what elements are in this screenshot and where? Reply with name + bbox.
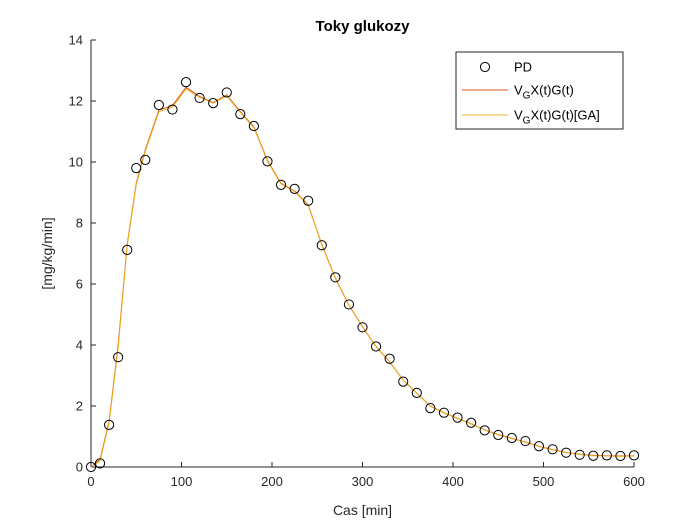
y-tick-label: 2 xyxy=(76,399,83,414)
y-axis-label: [mg/kg/min] xyxy=(39,217,55,289)
y-tick-label: 12 xyxy=(69,94,83,109)
data-point-pd xyxy=(533,441,545,452)
series-line-ga xyxy=(90,88,635,468)
legend: PD VGX(t)G(t) VGX(t)G(t)[GA] xyxy=(455,51,624,130)
x-tick-label: 100 xyxy=(171,474,193,489)
data-point-pd xyxy=(588,450,599,461)
x-axis-label: Cas [min] xyxy=(333,502,392,518)
data-point-pd xyxy=(180,76,192,88)
data-point-pd xyxy=(452,412,463,423)
data-point-pd xyxy=(520,435,531,447)
data-point-pd xyxy=(122,244,133,255)
data-point-pd xyxy=(140,154,151,165)
data-point-pd xyxy=(85,461,97,473)
data-point-pd xyxy=(479,425,490,436)
data-point-pd xyxy=(506,432,517,444)
x-tick-label: 600 xyxy=(623,474,645,489)
data-point-pd xyxy=(262,156,273,167)
data-point-pd xyxy=(343,299,355,310)
data-point-pd xyxy=(330,272,341,283)
legend-entry-label: VGX(t)G(t) xyxy=(514,83,574,102)
data-point-pd xyxy=(275,179,287,190)
data-point-pd xyxy=(248,120,259,132)
data-point-pd xyxy=(384,353,395,364)
data-point-pd xyxy=(601,450,612,461)
y-tick-label: 10 xyxy=(69,155,83,170)
data-point-pd xyxy=(303,195,314,206)
y-tick-label: 14 xyxy=(69,33,83,48)
data-point-pd xyxy=(167,104,178,115)
data-point-pd xyxy=(104,419,115,431)
data-point-pd xyxy=(628,450,640,461)
series-markers xyxy=(85,76,640,473)
data-point-pd xyxy=(574,449,585,460)
data-point-pd xyxy=(153,99,164,111)
data-point-pd xyxy=(208,98,219,109)
legend-entry-label: PD xyxy=(514,60,532,75)
data-point-pd xyxy=(425,403,436,414)
series-lines xyxy=(90,86,635,468)
data-point-pd xyxy=(398,376,409,387)
data-point-pd xyxy=(466,417,477,428)
data-point-pd xyxy=(316,240,327,251)
data-point-pd xyxy=(561,447,572,458)
data-point-pd xyxy=(289,183,300,194)
y-tick-label: 0 xyxy=(76,460,83,475)
legend-marker-pd xyxy=(479,61,491,73)
data-point-pd xyxy=(493,429,504,441)
x-tick-label: 0 xyxy=(87,474,94,489)
data-point-pd xyxy=(357,322,368,333)
axis-ticks: 0 100 200 300 400 500 600 0 2 4 6 8 10 12 14 xyxy=(69,33,645,490)
data-point-pd xyxy=(194,92,205,104)
data-point-pd xyxy=(113,352,124,363)
x-tick-label: 300 xyxy=(352,474,374,489)
data-point-pd xyxy=(221,87,232,98)
data-point-pd xyxy=(94,458,106,469)
y-tick-label: 4 xyxy=(76,338,83,353)
x-tick-label: 400 xyxy=(442,474,464,489)
y-tick-label: 8 xyxy=(76,216,83,231)
data-point-pd xyxy=(131,163,142,174)
data-point-pd xyxy=(370,341,382,352)
data-point-pd xyxy=(411,387,422,398)
x-tick-label: 500 xyxy=(533,474,555,489)
data-point-pd xyxy=(235,109,246,120)
data-point-pd xyxy=(615,450,626,462)
legend-entry-label: VGX(t)G(t)[GA] xyxy=(514,108,600,127)
data-point-pd xyxy=(438,407,450,418)
data-point-pd xyxy=(547,444,558,455)
y-tick-label: 6 xyxy=(76,277,83,292)
chart-title: Toky glukozy xyxy=(316,18,411,35)
x-tick-label: 200 xyxy=(261,474,283,489)
